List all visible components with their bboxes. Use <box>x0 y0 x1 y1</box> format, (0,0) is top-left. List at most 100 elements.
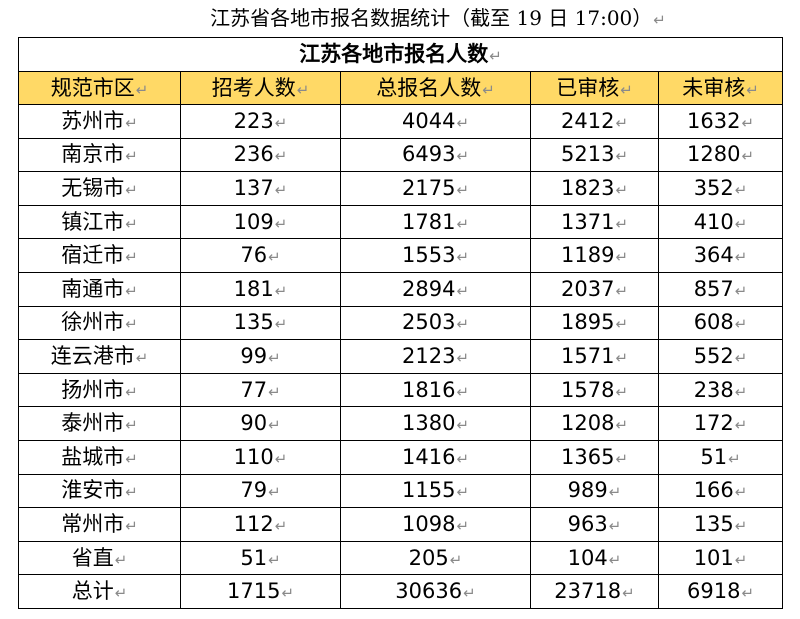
paragraph-mark: ↵ <box>125 382 138 401</box>
cell-district: 盐城市↵ <box>18 439 181 475</box>
table-row: 苏州市↵ 223↵ 4044↵ 2412↵ 1632↵ <box>18 104 784 139</box>
cell-reviewed: 1578↵ <box>530 372 659 408</box>
cell-reviewed: 5213↵ <box>530 137 659 173</box>
paragraph-mark: ↵ <box>734 382 748 401</box>
paragraph-mark: ↵ <box>296 80 310 99</box>
paragraph-mark: ↵ <box>489 47 502 65</box>
paragraph-mark: ↵ <box>620 80 633 99</box>
column-header-label: 已审核 <box>556 75 620 100</box>
cell-district: 扬州市↵ <box>18 372 181 408</box>
cell-reviewed: 1189↵ <box>530 238 659 273</box>
cell-district: 总计↵ <box>18 574 181 609</box>
cell-value: 6493 <box>401 142 456 167</box>
cell-value: 135 <box>693 511 734 536</box>
cell-recruit-count: 137↵ <box>180 171 341 206</box>
cell-unreviewed: 352↵ <box>657 171 784 206</box>
paragraph-mark: ↵ <box>734 516 748 535</box>
paragraph-mark: ↵ <box>728 449 741 468</box>
paragraph-mark: ↵ <box>615 180 629 199</box>
cell-value: 连云港市 <box>50 343 135 368</box>
cell-value: 352 <box>693 175 734 200</box>
cell-unreviewed: 608↵ <box>657 305 784 341</box>
paragraph-mark: ↵ <box>615 315 629 334</box>
cell-value: 137 <box>233 175 274 200</box>
table-caption: 江苏各地市报名人数 <box>299 42 489 66</box>
cell-value: 苏州市 <box>61 108 125 133</box>
paragraph-mark: ↵ <box>734 180 748 199</box>
cell-value: 552 <box>693 343 734 368</box>
cell-value: 镇江市 <box>61 209 125 234</box>
paragraph-mark: ↵ <box>456 147 470 166</box>
cell-value: 205 <box>408 545 449 570</box>
paragraph-mark: ↵ <box>741 147 755 166</box>
cell-value: 泰州市 <box>61 411 125 436</box>
cell-value: 1098 <box>401 511 456 536</box>
cell-unreviewed: 1632↵ <box>657 104 784 139</box>
cell-value: 104 <box>567 545 608 570</box>
cell-value: 1189 <box>560 243 615 268</box>
paragraph-mark: ↵ <box>746 80 759 99</box>
paragraph-mark: ↵ <box>274 281 288 300</box>
paragraph-mark: ↵ <box>274 449 288 468</box>
cell-value: 410 <box>693 209 734 234</box>
cell-value: 1371 <box>560 209 615 234</box>
cell-value: 51 <box>240 545 268 570</box>
paragraph-mark: ↵ <box>653 11 666 29</box>
paragraph-mark: ↵ <box>125 483 138 502</box>
table-row: 扬州市↵ 77↵ 1816↵ 1578↵ 238↵ <box>18 372 784 408</box>
cell-value: 南京市 <box>61 142 125 167</box>
paragraph-mark: ↵ <box>268 248 281 267</box>
paragraph-mark: ↵ <box>125 449 138 468</box>
paragraph-mark: ↵ <box>125 248 138 267</box>
cell-value: 364 <box>693 243 734 268</box>
paragraph-mark: ↵ <box>125 315 138 334</box>
cell-value: 无锡市 <box>61 175 125 200</box>
cell-reviewed: 989↵ <box>530 473 659 509</box>
cell-value: 99 <box>240 343 268 368</box>
cell-value: 常州市 <box>61 511 125 536</box>
table-row: 淮安市↵ 79↵ 1155↵ 989↵ 166↵ <box>18 473 784 509</box>
table-caption-cell: 江苏各地市报名人数↵ <box>17 37 784 72</box>
cell-value: 51 <box>700 444 728 469</box>
cell-total-applicants: 4044↵ <box>340 104 531 139</box>
table-row: 南京市↵ 236↵ 6493↵ 5213↵ 1280↵ <box>18 137 784 173</box>
cell-recruit-count: 90↵ <box>180 406 341 441</box>
paragraph-mark: ↵ <box>615 449 629 468</box>
cell-total-applicants: 1816↵ <box>340 372 531 408</box>
cell-unreviewed: 552↵ <box>657 339 784 374</box>
column-header-district: 规范市区↵ <box>18 71 181 105</box>
registration-table: 江苏各地市报名人数↵ 规范市区↵ 招考人数↵ 总报名人数↵ 已审核↵ 未审核↵ … <box>17 37 784 609</box>
cell-unreviewed: 364↵ <box>657 238 784 273</box>
cell-value: 1571 <box>560 343 615 368</box>
paragraph-mark: ↵ <box>741 584 755 603</box>
paragraph-mark: ↵ <box>135 80 149 99</box>
paragraph-mark: ↵ <box>622 584 635 603</box>
paragraph-mark: ↵ <box>125 113 138 132</box>
table-header-row: 规范市区↵ 招考人数↵ 总报名人数↵ 已审核↵ 未审核↵ <box>18 71 784 105</box>
paragraph-mark: ↵ <box>482 80 495 99</box>
cell-recruit-count: 99↵ <box>180 339 341 374</box>
column-header-reviewed: 已审核↵ <box>530 71 659 105</box>
cell-value: 236 <box>233 142 274 167</box>
cell-value: 135 <box>233 310 274 335</box>
column-header-label: 规范市区 <box>50 75 135 100</box>
cell-value: 181 <box>233 276 274 301</box>
paragraph-mark: ↵ <box>456 214 470 233</box>
cell-value: 扬州市 <box>61 377 125 402</box>
cell-district: 无锡市↵ <box>18 171 181 206</box>
table-row: 泰州市↵ 90↵ 1380↵ 1208↵ 172↵ <box>18 406 784 441</box>
table-row: 总计↵ 1715↵ 30636↵ 23718↵ 6918↵ <box>18 574 784 609</box>
paragraph-mark: ↵ <box>456 315 470 334</box>
cell-recruit-count: 51↵ <box>180 540 341 576</box>
cell-value: 963 <box>567 511 608 536</box>
table-row: 连云港市↵ 99↵ 2123↵ 1571↵ 552↵ <box>18 339 784 374</box>
cell-value: 30636 <box>395 579 463 604</box>
cell-reviewed: 1895↵ <box>530 305 659 341</box>
cell-value: 1816 <box>401 377 456 402</box>
paragraph-mark: ↵ <box>608 483 622 502</box>
paragraph-mark: ↵ <box>456 516 470 535</box>
cell-value: 南通市 <box>61 276 125 301</box>
cell-value: 2123 <box>401 343 456 368</box>
cell-value: 76 <box>240 243 268 268</box>
